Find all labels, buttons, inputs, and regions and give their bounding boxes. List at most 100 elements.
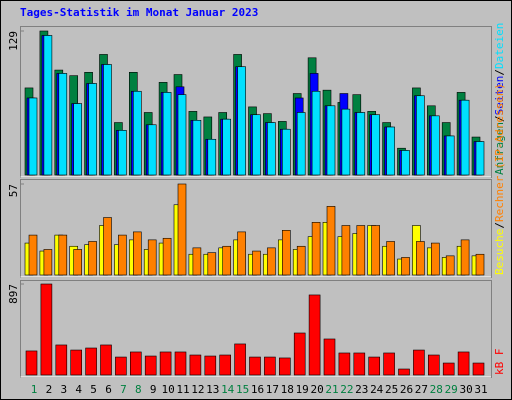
bar (249, 356, 261, 376)
bar (237, 66, 246, 176)
bar (353, 352, 366, 376)
bar (115, 356, 127, 376)
bar (296, 112, 306, 176)
bar (130, 351, 142, 376)
bar (398, 368, 410, 376)
x-tick-label: 27 (415, 383, 428, 396)
bar (204, 355, 217, 376)
bar (162, 237, 172, 276)
legend: kB F (493, 349, 506, 376)
bar (192, 247, 202, 276)
x-tick-label: 20 (310, 383, 323, 396)
bar (341, 225, 351, 276)
x-tick-label: 18 (281, 383, 294, 396)
bar (323, 338, 336, 376)
bar (457, 351, 470, 376)
legend-entry: Besuche (493, 229, 506, 275)
bar (430, 115, 440, 176)
bar (460, 239, 470, 276)
bar (308, 294, 321, 376)
bar (356, 112, 366, 176)
bar (58, 234, 68, 276)
bar (475, 141, 485, 176)
x-tick-label: 8 (135, 383, 142, 396)
bar (326, 206, 336, 276)
bar (416, 95, 425, 176)
bar (267, 247, 276, 276)
bar (118, 130, 127, 176)
bar (70, 349, 82, 376)
x-tick-label: 9 (150, 383, 157, 396)
bar (133, 231, 142, 276)
bar (103, 64, 112, 176)
bar (460, 99, 470, 176)
x-tick-label: 15 (236, 383, 249, 396)
bar (472, 362, 485, 376)
x-tick-label: 6 (105, 383, 112, 396)
bar (88, 241, 97, 276)
bar (356, 225, 366, 276)
bar (207, 252, 217, 276)
y-tick-label: 57 (7, 184, 20, 197)
bar (177, 94, 187, 176)
bar (401, 257, 410, 276)
x-tick-label: 30 (459, 383, 472, 396)
bar (189, 354, 202, 376)
x-tick-label: 26 (400, 383, 413, 396)
bar (267, 122, 276, 176)
bar (219, 354, 231, 376)
x-tick-label: 23 (355, 383, 368, 396)
x-tick-label: 4 (75, 383, 82, 396)
bar (445, 135, 455, 176)
bar (28, 97, 38, 176)
bar (237, 231, 246, 276)
bar (445, 255, 455, 276)
x-tick-label: 14 (221, 383, 235, 396)
x-tick-label: 24 (370, 383, 384, 396)
bar (442, 362, 455, 376)
legend-entry: Dateien (493, 23, 506, 69)
bar (55, 344, 68, 376)
bar (252, 250, 261, 276)
bar (368, 356, 381, 376)
bar (43, 249, 53, 276)
bar (264, 356, 276, 376)
bar (40, 283, 53, 376)
x-tick-label: 16 (251, 383, 264, 396)
bar (25, 350, 38, 376)
bar (293, 332, 306, 376)
bar (278, 357, 291, 376)
bar (147, 239, 157, 276)
bar (383, 352, 395, 376)
bar (100, 344, 112, 376)
bar (43, 35, 53, 176)
bar (118, 234, 127, 276)
x-tick-label: 1 (31, 383, 38, 396)
x-tick-label: 10 (161, 383, 174, 396)
bar (222, 245, 231, 276)
bar (222, 118, 231, 176)
x-tick-label: 25 (385, 383, 398, 396)
bar (88, 83, 97, 176)
bar (58, 73, 68, 176)
x-tick-label: 13 (206, 383, 219, 396)
legend-entry: kB F (493, 349, 506, 376)
bar (311, 90, 321, 176)
legend-entry: Seiten (493, 76, 506, 116)
x-tick-label: 21 (325, 383, 338, 396)
legend-separator: / (493, 115, 506, 122)
bar (133, 90, 142, 176)
bar (234, 343, 246, 376)
bar (430, 242, 440, 276)
bar (252, 114, 261, 176)
bar (341, 108, 351, 176)
bar (371, 225, 381, 276)
bar (177, 183, 187, 276)
bar (281, 229, 291, 276)
x-tick-label: 7 (120, 383, 127, 396)
x-tick-label: 29 (445, 383, 458, 396)
bar (281, 128, 291, 176)
bar (296, 245, 306, 276)
chart-title: Tages-Statistik im Monat Januar 2023 (20, 6, 258, 19)
legend-entry: Rechner (IP-Adressen) (493, 83, 506, 222)
